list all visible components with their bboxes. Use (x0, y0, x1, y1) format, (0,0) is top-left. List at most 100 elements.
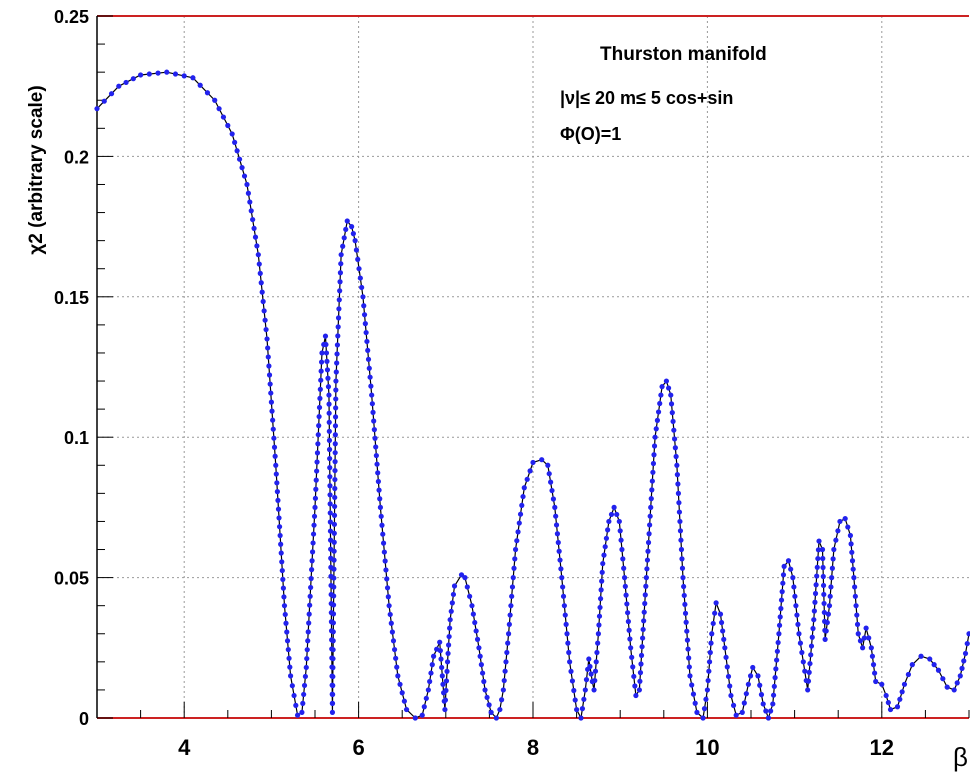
data-point (497, 706, 503, 713)
data-point (897, 696, 903, 702)
data-point (306, 620, 312, 626)
data-point (679, 556, 685, 562)
data-point (353, 247, 360, 253)
data-point (476, 645, 482, 651)
data-point (669, 410, 675, 416)
data-point (442, 706, 448, 713)
data-point (330, 602, 337, 608)
data-point (813, 582, 819, 588)
data-point (618, 537, 624, 543)
data-point (318, 377, 324, 383)
data-point (331, 566, 337, 572)
data-point (440, 681, 446, 687)
data-point (340, 243, 346, 249)
data-point (806, 669, 812, 675)
data-point (260, 298, 266, 305)
data-point (314, 459, 320, 465)
data-point (384, 576, 390, 582)
data-point (671, 436, 678, 442)
data-point (343, 226, 349, 233)
y-tick-label: 0.2 (64, 147, 89, 167)
data-point (851, 575, 857, 581)
data-point (272, 453, 278, 459)
data-point (386, 603, 392, 609)
x-tick-label: 10 (695, 735, 719, 760)
grid (97, 15, 969, 718)
data-point (116, 83, 122, 89)
data-point (820, 573, 826, 580)
data-point (330, 691, 336, 698)
data-point (425, 687, 431, 693)
data-point (388, 620, 394, 626)
data-point (773, 666, 779, 672)
data-point (774, 648, 780, 654)
data-point (330, 665, 336, 671)
data-point (164, 69, 170, 75)
data-point (765, 715, 772, 721)
data-point (382, 558, 388, 564)
data-point (800, 659, 806, 665)
data-point (548, 479, 554, 485)
data-point (552, 504, 558, 510)
data-point (828, 584, 834, 590)
data-point (918, 653, 924, 659)
data-point (763, 708, 769, 714)
data-point (643, 583, 649, 589)
data-point (332, 494, 338, 501)
data-point (239, 165, 245, 171)
data-point (511, 565, 517, 571)
data-point (283, 620, 289, 626)
data-point (721, 636, 727, 642)
data-point (270, 426, 276, 432)
data-point (362, 321, 368, 327)
data-point (545, 462, 551, 468)
data-point (318, 368, 324, 374)
data-point (860, 645, 866, 651)
data-point (357, 275, 363, 281)
data-point (377, 496, 383, 502)
data-point (232, 139, 238, 145)
data-point (704, 687, 711, 693)
data-point (641, 618, 647, 624)
data-point (778, 605, 784, 612)
data-point (473, 628, 479, 634)
data-point (961, 658, 967, 664)
data-point (479, 670, 486, 676)
data-point (847, 532, 854, 539)
data-point (679, 565, 686, 571)
data-point (474, 636, 481, 642)
data-point (330, 673, 336, 680)
data-point (364, 338, 370, 345)
data-point (335, 324, 341, 330)
data-point (451, 583, 458, 589)
data-point (708, 640, 714, 646)
data-point (322, 333, 329, 339)
data-point (709, 631, 715, 637)
data-point (469, 603, 475, 609)
data-point (336, 306, 342, 312)
data-point (220, 114, 227, 120)
x-tick-label: 6 (352, 735, 364, 760)
data-point (690, 691, 697, 697)
data-point (305, 638, 311, 644)
data-point (641, 609, 647, 615)
data-point (792, 593, 798, 599)
data-point (293, 702, 299, 708)
data-point (812, 599, 818, 605)
data-point (334, 360, 340, 366)
data-point (962, 650, 969, 657)
data-point (331, 512, 338, 518)
data-point (760, 701, 766, 707)
data-point (560, 593, 567, 599)
data-point (770, 692, 777, 698)
data-point (316, 404, 323, 411)
data-point (331, 557, 337, 563)
data-point (505, 640, 511, 646)
data-point (270, 417, 276, 423)
data-point (633, 692, 639, 699)
data-point (259, 289, 265, 295)
data-point (799, 649, 805, 656)
data-point (521, 485, 527, 491)
data-point (327, 501, 333, 507)
data-point (269, 408, 275, 414)
